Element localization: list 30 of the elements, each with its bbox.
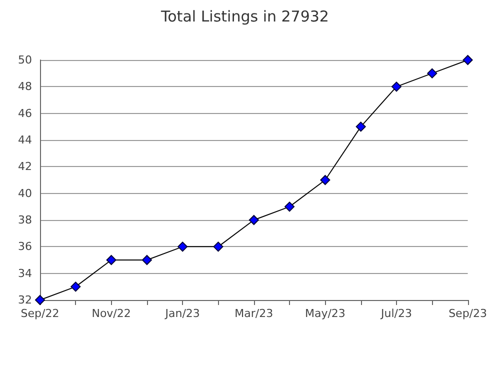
point <box>284 202 295 212</box>
y-tick-label: 46 <box>18 106 32 120</box>
point <box>142 255 152 265</box>
point <box>356 122 366 132</box>
x-tick-label: May/23 <box>304 307 346 320</box>
y-tick-label: 40 <box>18 186 32 200</box>
point <box>70 282 81 292</box>
y-tick-label: 38 <box>18 214 32 226</box>
y-tick-label: 42 <box>18 160 32 174</box>
x-tick-label: Mar/23 <box>234 307 274 320</box>
y-tick-label: 48 <box>18 80 32 94</box>
y-tick-label: 36 <box>18 240 32 254</box>
x-tick-label: Sep/23 <box>448 307 487 320</box>
point <box>178 242 188 252</box>
x-tick-label: Sep/22 <box>20 307 60 320</box>
y-tick-label: 50 <box>18 54 32 66</box>
y-tick-label: 44 <box>18 134 32 146</box>
point <box>213 242 224 252</box>
x-tick-label: Jul/23 <box>380 307 412 320</box>
point <box>427 68 438 78</box>
x-tick-label: Jan/23 <box>164 307 200 320</box>
y-tick-label: 32 <box>18 294 32 306</box>
point <box>320 175 330 185</box>
point <box>391 82 402 92</box>
x-tick-label: Nov/22 <box>92 307 131 320</box>
y-tick-label: 34 <box>18 266 32 280</box>
point <box>248 215 259 225</box>
chart-title: Total Listings in 27932 <box>160 8 329 26</box>
point <box>462 55 473 65</box>
point <box>106 255 116 265</box>
